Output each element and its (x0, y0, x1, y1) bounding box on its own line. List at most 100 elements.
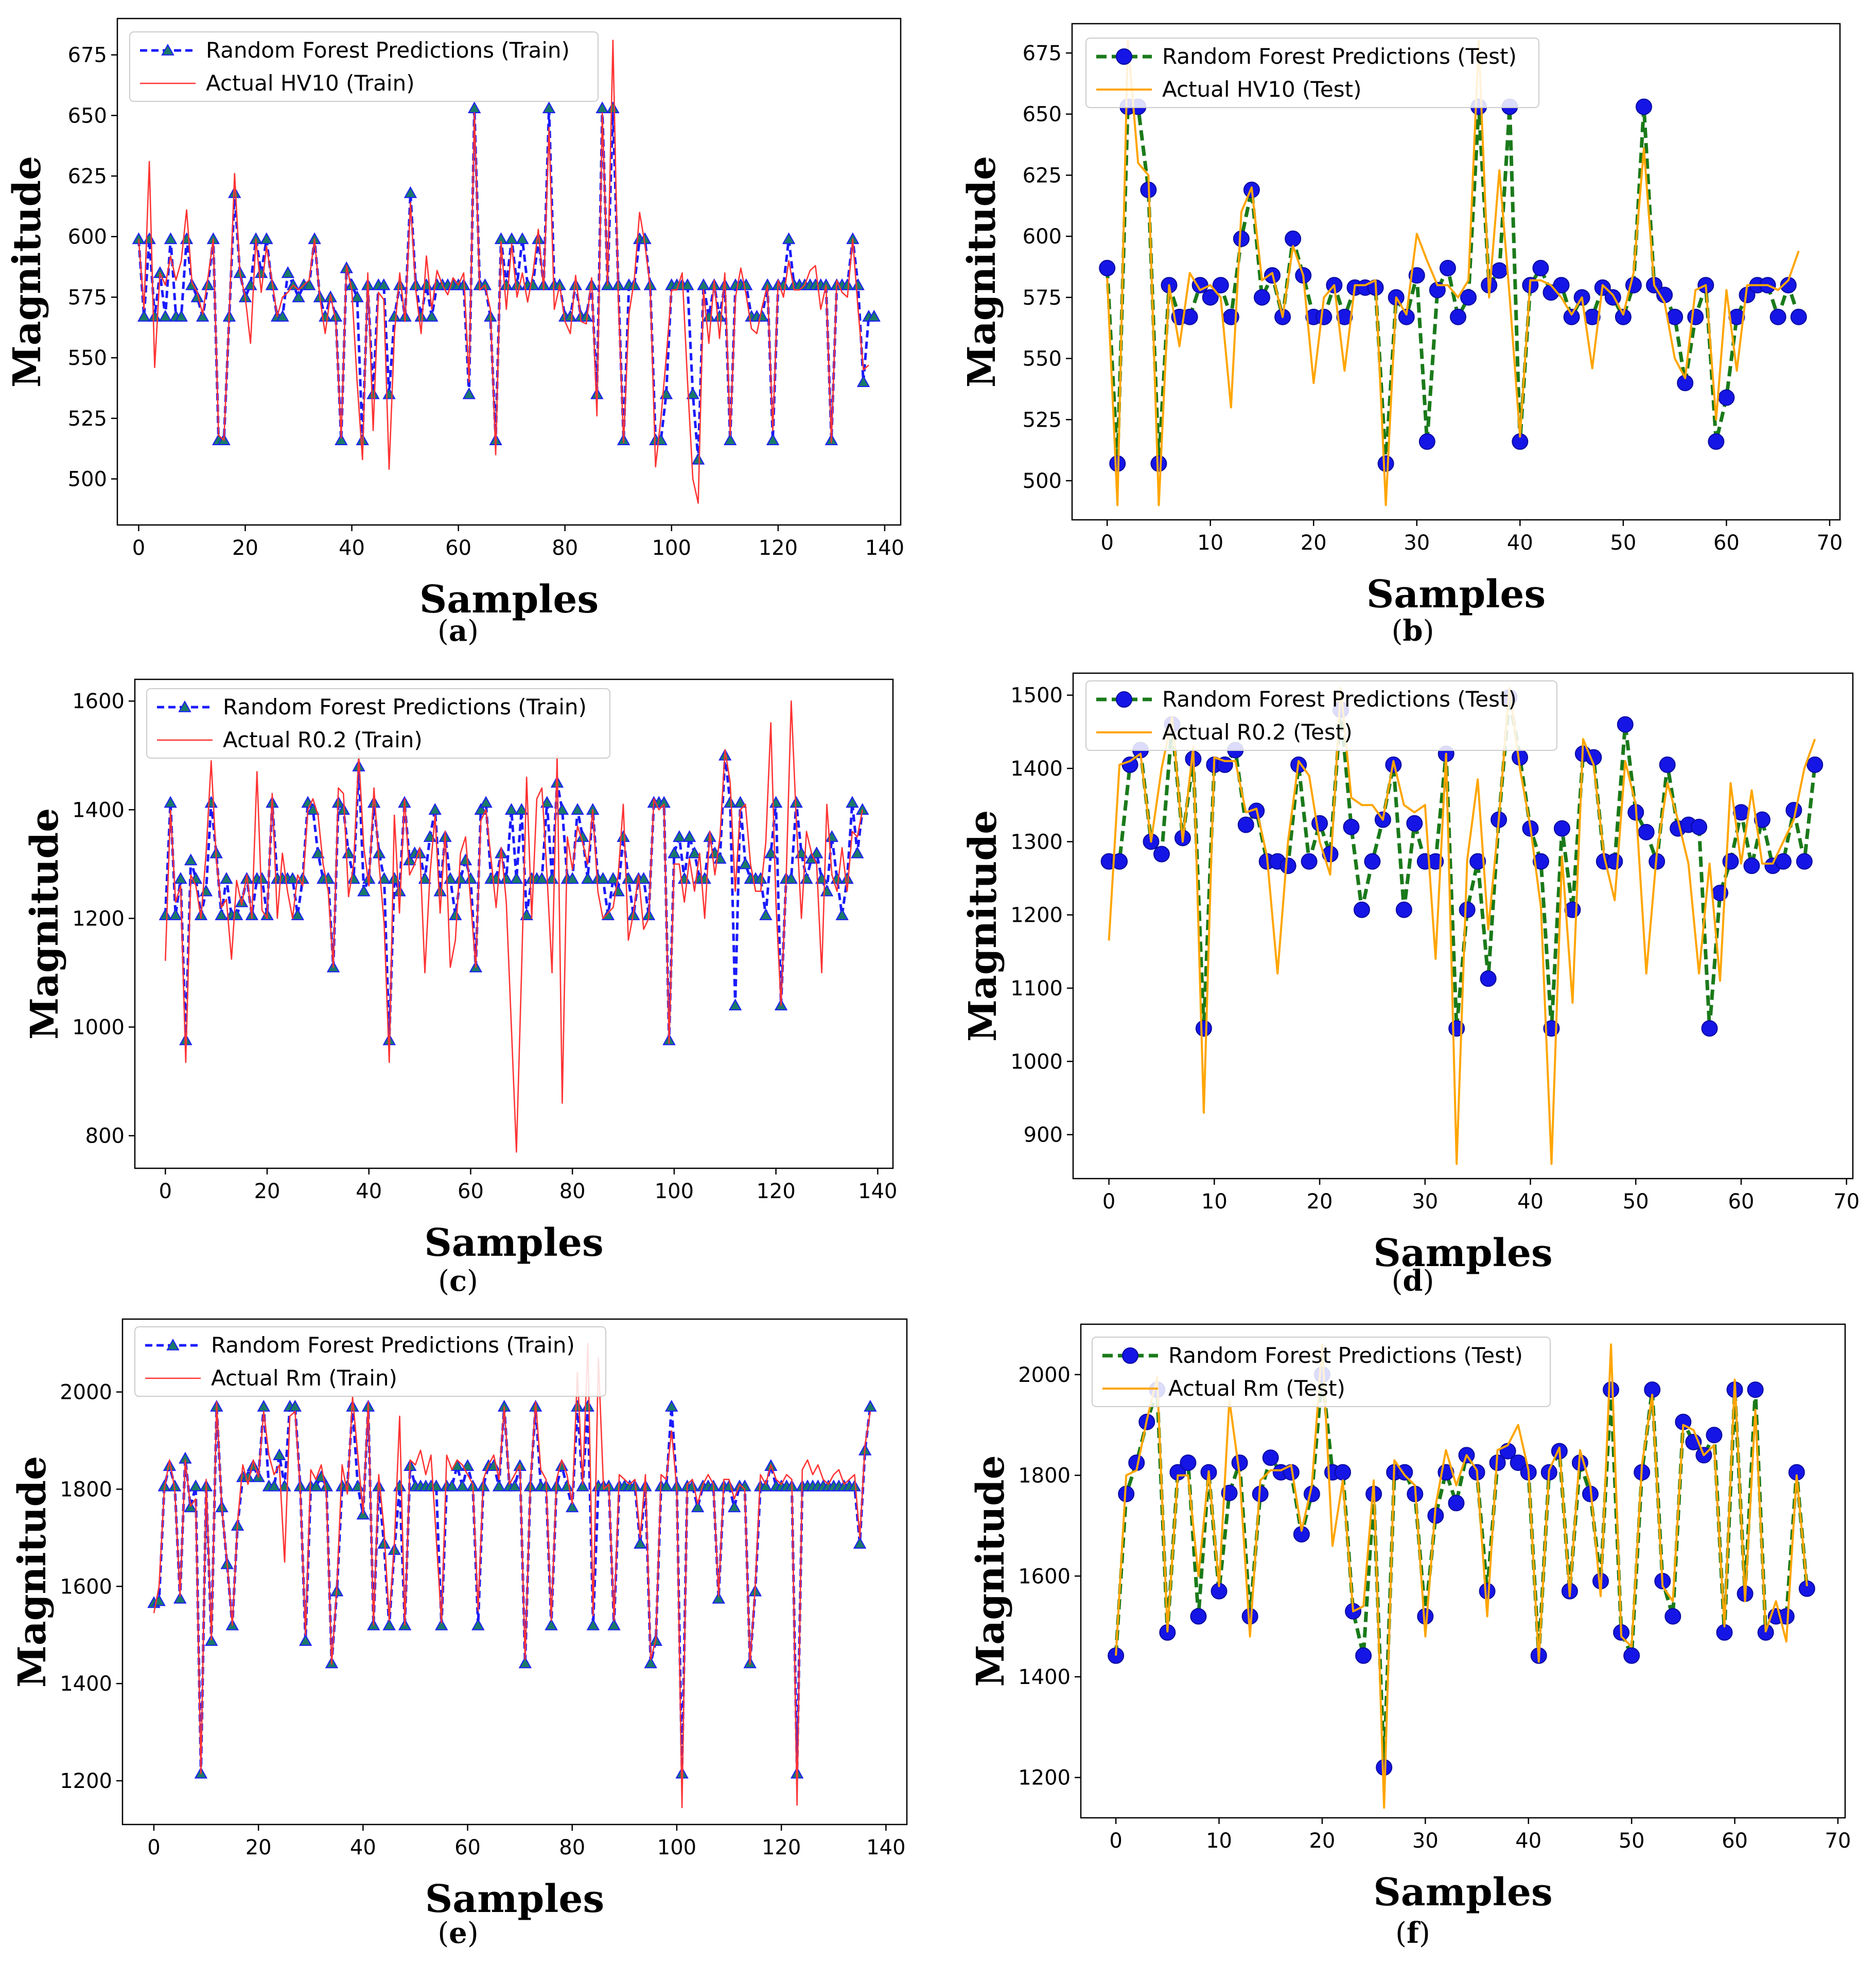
x-tick-label: 30 (1404, 531, 1430, 555)
prediction-marker (855, 803, 869, 815)
y-tick-label: 1200 (1010, 904, 1063, 927)
prediction-marker (1469, 853, 1486, 870)
y-tick-label: 1600 (72, 690, 125, 713)
x-axis-label: Samples (424, 1221, 603, 1265)
legend-label-predictions: Random Forest Predictions (Test) (1162, 44, 1517, 69)
legend-marker-predictions (1116, 48, 1132, 65)
prediction-marker (215, 908, 228, 920)
y-tick-label: 1300 (1010, 830, 1063, 854)
prediction-marker (856, 375, 870, 388)
prediction-marker (1150, 455, 1167, 472)
legend-marker-predictions (161, 43, 174, 56)
y-tick-label: 600 (1023, 225, 1062, 249)
plot-area (1108, 1343, 1815, 1809)
prediction-marker (428, 803, 442, 815)
prediction-marker (350, 290, 364, 303)
prediction-marker (1615, 308, 1632, 325)
prediction-marker (1121, 756, 1138, 773)
y-tick-label: 525 (68, 407, 107, 431)
prediction-marker (637, 872, 651, 884)
prediction-marker (569, 278, 583, 290)
prediction-marker (137, 310, 151, 322)
x-tick-label: 40 (350, 1836, 376, 1859)
prediction-marker (1285, 230, 1302, 247)
y-tick-label: 1800 (1018, 1464, 1071, 1488)
prediction-marker (335, 433, 348, 446)
x-tick-label: 60 (1722, 1829, 1748, 1853)
prediction-marker (1701, 1020, 1718, 1037)
y-tick-label: 2000 (60, 1381, 112, 1405)
prediction-marker (1262, 1449, 1279, 1466)
plot-frame (116, 17, 902, 526)
y-tick-label: 1400 (60, 1672, 112, 1696)
y-tick-label: 525 (1023, 408, 1062, 432)
prediction-marker (606, 872, 620, 884)
panel-caption: (b) (1392, 614, 1434, 648)
prediction-marker (691, 1500, 705, 1513)
x-tick-label: 140 (858, 1180, 897, 1203)
prediction-marker (686, 387, 699, 399)
x-tick-label: 100 (657, 1836, 696, 1859)
prediction-marker (728, 998, 742, 1011)
x-tick-label: 50 (1610, 531, 1636, 555)
legend-marker-predictions (178, 700, 191, 712)
prediction-marker (545, 1618, 558, 1630)
y-tick-label: 500 (1023, 469, 1062, 493)
prediction-marker (281, 266, 295, 278)
prediction-marker (1796, 853, 1813, 870)
y-tick-label: 1200 (60, 1769, 112, 1793)
prediction-marker (848, 1479, 862, 1492)
series-line-actual (165, 700, 863, 1153)
x-tick-label: 40 (1515, 1829, 1541, 1853)
prediction-marker (1429, 282, 1446, 299)
prediction-marker (474, 803, 487, 815)
prediction-marker (173, 1591, 187, 1604)
legend-label-predictions: Random Forest Predictions (Test) (1162, 687, 1517, 712)
prediction-marker (455, 1479, 469, 1492)
prediction-marker (1377, 455, 1394, 472)
prediction-marker (1099, 259, 1116, 276)
x-tick-label: 60 (454, 1836, 481, 1859)
y-tick-label: 1200 (72, 907, 125, 931)
prediction-marker (681, 278, 694, 290)
prediction-marker (414, 310, 428, 322)
prediction-marker (492, 1479, 506, 1492)
caption-close-paren: ) (467, 1917, 479, 1950)
plot-frame (1080, 1323, 1846, 1819)
prediction-marker (1664, 1608, 1681, 1625)
prediction-marker (606, 101, 620, 114)
prediction-marker (1395, 901, 1412, 918)
prediction-marker (515, 803, 529, 815)
prediction-marker (309, 1479, 323, 1492)
legend-marker-predictions (1122, 1347, 1138, 1364)
prediction-marker (1659, 756, 1676, 773)
panel-caption: (f) (1395, 1916, 1430, 1950)
x-tick-label: 70 (1833, 1190, 1860, 1214)
prediction-marker (520, 908, 533, 920)
x-tick-label: 10 (1206, 1829, 1232, 1853)
prediction-marker (665, 1399, 678, 1412)
prediction-marker (733, 796, 747, 808)
prediction-marker (1376, 1759, 1393, 1776)
x-tick-label: 50 (1619, 1829, 1645, 1853)
x-tick-label: 40 (339, 536, 365, 560)
y-axis-label: Magnitude (10, 1456, 55, 1688)
x-tick-label: 20 (254, 1180, 280, 1203)
prediction-marker (292, 290, 305, 303)
y-tick-label: 1400 (72, 798, 125, 822)
caption-open-paren: ( (1392, 615, 1403, 648)
prediction-marker (403, 853, 416, 866)
prediction-marker (1480, 970, 1497, 987)
prediction-marker (1181, 308, 1198, 325)
prediction-marker (740, 278, 753, 290)
prediction-marker (1790, 308, 1807, 325)
prediction-marker (535, 872, 549, 884)
prediction-marker (260, 232, 273, 244)
y-tick-label: 650 (68, 104, 107, 128)
prediction-marker (782, 232, 796, 244)
legend-box (146, 688, 610, 759)
x-tick-label: 100 (655, 1180, 694, 1203)
x-tick-label: 10 (1197, 531, 1223, 555)
prediction-marker (1212, 277, 1229, 294)
